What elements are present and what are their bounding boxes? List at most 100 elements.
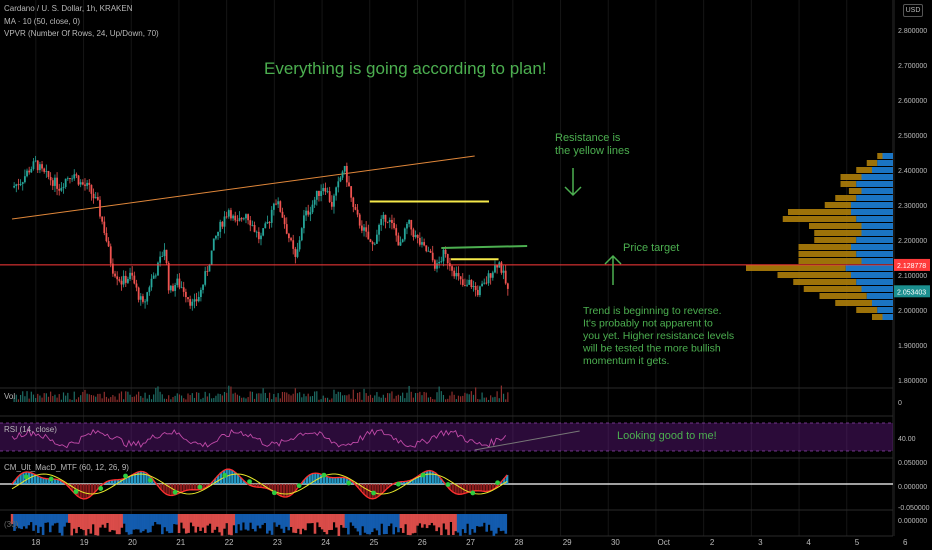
bottom-histogram-bar	[170, 514, 174, 533]
macd-histogram-bar	[494, 484, 497, 488]
volume-bar	[114, 396, 116, 402]
macd-histogram-bar	[382, 484, 386, 492]
volume-bar	[268, 392, 271, 402]
candle-body	[62, 186, 65, 188]
candle-body	[17, 184, 20, 186]
vpvr-row-up	[877, 153, 883, 159]
macd-histogram-bar	[454, 484, 457, 494]
macd-pane-label[interactable]: CM_Ult_MacD_MTF (60, 12, 26, 9)	[4, 463, 129, 472]
bottom-histogram-bar	[370, 514, 374, 533]
volume-bar	[412, 397, 414, 402]
bottom-histogram-bar	[497, 514, 500, 528]
macd-histogram-bar	[402, 481, 406, 484]
symbol-title[interactable]: Cardano / U. S. Dollar, 1h, KRAKEN	[4, 4, 133, 13]
bottom-histogram-bar	[230, 514, 233, 536]
macd-histogram-bar	[417, 475, 420, 484]
volume-bar	[138, 391, 140, 402]
bottom-histogram-bar	[175, 514, 178, 525]
bottom-histogram-bar	[17, 514, 21, 529]
candle-body	[318, 190, 320, 196]
resistance-levels[interactable]	[0, 200, 893, 266]
volume-bar	[95, 396, 97, 402]
volume-bar	[84, 389, 86, 402]
macd-cross-dot	[395, 481, 401, 487]
volume-bar	[185, 399, 187, 402]
candle-body	[51, 180, 54, 186]
candle-body	[272, 203, 275, 210]
volume-pane-label[interactable]: Vol	[4, 392, 16, 401]
volume-bar	[395, 395, 397, 402]
candle-body	[455, 273, 458, 277]
volume-bar	[432, 399, 434, 402]
candle-body	[88, 182, 91, 185]
bottom-histogram-bar	[41, 514, 45, 535]
macd-axis-label: 0.000000	[898, 484, 927, 491]
bottom-histogram-bar	[483, 514, 486, 523]
candle-body	[283, 217, 286, 225]
macd-histogram-bar	[331, 477, 334, 484]
candle-body	[270, 209, 273, 223]
candle-body	[47, 171, 50, 177]
candle-body	[161, 255, 164, 257]
macd-histogram-bar	[19, 474, 22, 484]
volume-bar	[455, 399, 457, 402]
macd-histogram-bar	[168, 484, 171, 496]
volume-bar	[155, 387, 157, 402]
macd-histogram-bar	[259, 484, 263, 488]
volume-bars	[13, 385, 509, 402]
volume-bar	[470, 391, 472, 402]
trendline-orange[interactable]	[11, 155, 475, 220]
time-axis[interactable]: 18 19 20 21 22 23 24 25 26 27 28 29 30 Oct 2 3 4 5 6	[31, 538, 908, 547]
macd-histogram-bar	[159, 484, 163, 490]
rsi-pane-label[interactable]: RSI (14, close)	[4, 425, 57, 434]
currency-badge[interactable]: USD	[903, 4, 923, 17]
volume-bar	[429, 396, 432, 402]
price-axis[interactable]: 2.800000 2.700000 2.600000 2.500000 2.400000…	[894, 28, 930, 525]
candle-body	[496, 265, 499, 268]
bottom-histogram-bar	[382, 514, 386, 535]
candle-body	[152, 275, 155, 279]
bottom-histogram-bar	[359, 514, 362, 536]
macd-histogram-bar	[185, 484, 188, 491]
macd-cross-dot	[222, 473, 228, 478]
candle-body	[294, 248, 297, 257]
volume-bar	[329, 399, 331, 402]
macd-histogram-bar	[99, 484, 102, 487]
macd-histogram-bar	[56, 479, 59, 484]
vpvr-row-down	[877, 160, 893, 166]
volume-bar	[88, 394, 90, 402]
bottom-pane-label[interactable]: (30)	[4, 520, 19, 529]
candle-body	[378, 224, 380, 235]
candle-body	[333, 195, 335, 207]
time-tick-label: 22	[225, 538, 234, 547]
volume-bar	[174, 395, 176, 402]
candle-body	[315, 190, 318, 200]
macd-histogram-bar	[176, 484, 180, 494]
bottom-histogram-bar	[34, 514, 38, 526]
bottom-histogram-bar	[289, 514, 293, 528]
macd-histogram-bar	[142, 471, 145, 484]
price-candles[interactable]	[13, 155, 509, 311]
time-tick-label: 18	[31, 538, 40, 547]
candle-body	[436, 263, 438, 269]
candle-body	[26, 170, 28, 177]
candle-body	[279, 201, 282, 212]
macd-histogram-bar	[291, 484, 294, 494]
macd-histogram-bar	[68, 484, 71, 488]
candle-body	[118, 279, 121, 281]
candle-body	[300, 228, 303, 241]
candle-body	[184, 291, 187, 298]
ma-indicator-label[interactable]: MA · 10 (50, close, 0)	[4, 17, 81, 26]
macd-histogram-bar	[483, 484, 486, 492]
volume-bar	[477, 399, 479, 402]
volume-bar	[339, 392, 342, 402]
volume-bar	[230, 386, 232, 402]
vpvr-indicator-label[interactable]: VPVR (Number Of Rows, 24, Up/Down, 70)	[4, 29, 159, 38]
volume-bar	[256, 393, 258, 402]
candle-body	[268, 222, 271, 223]
volume-bar	[498, 398, 500, 402]
bottom-histogram-bar	[227, 514, 231, 535]
macd-histogram-bar	[434, 472, 437, 484]
candle-body	[330, 201, 333, 207]
